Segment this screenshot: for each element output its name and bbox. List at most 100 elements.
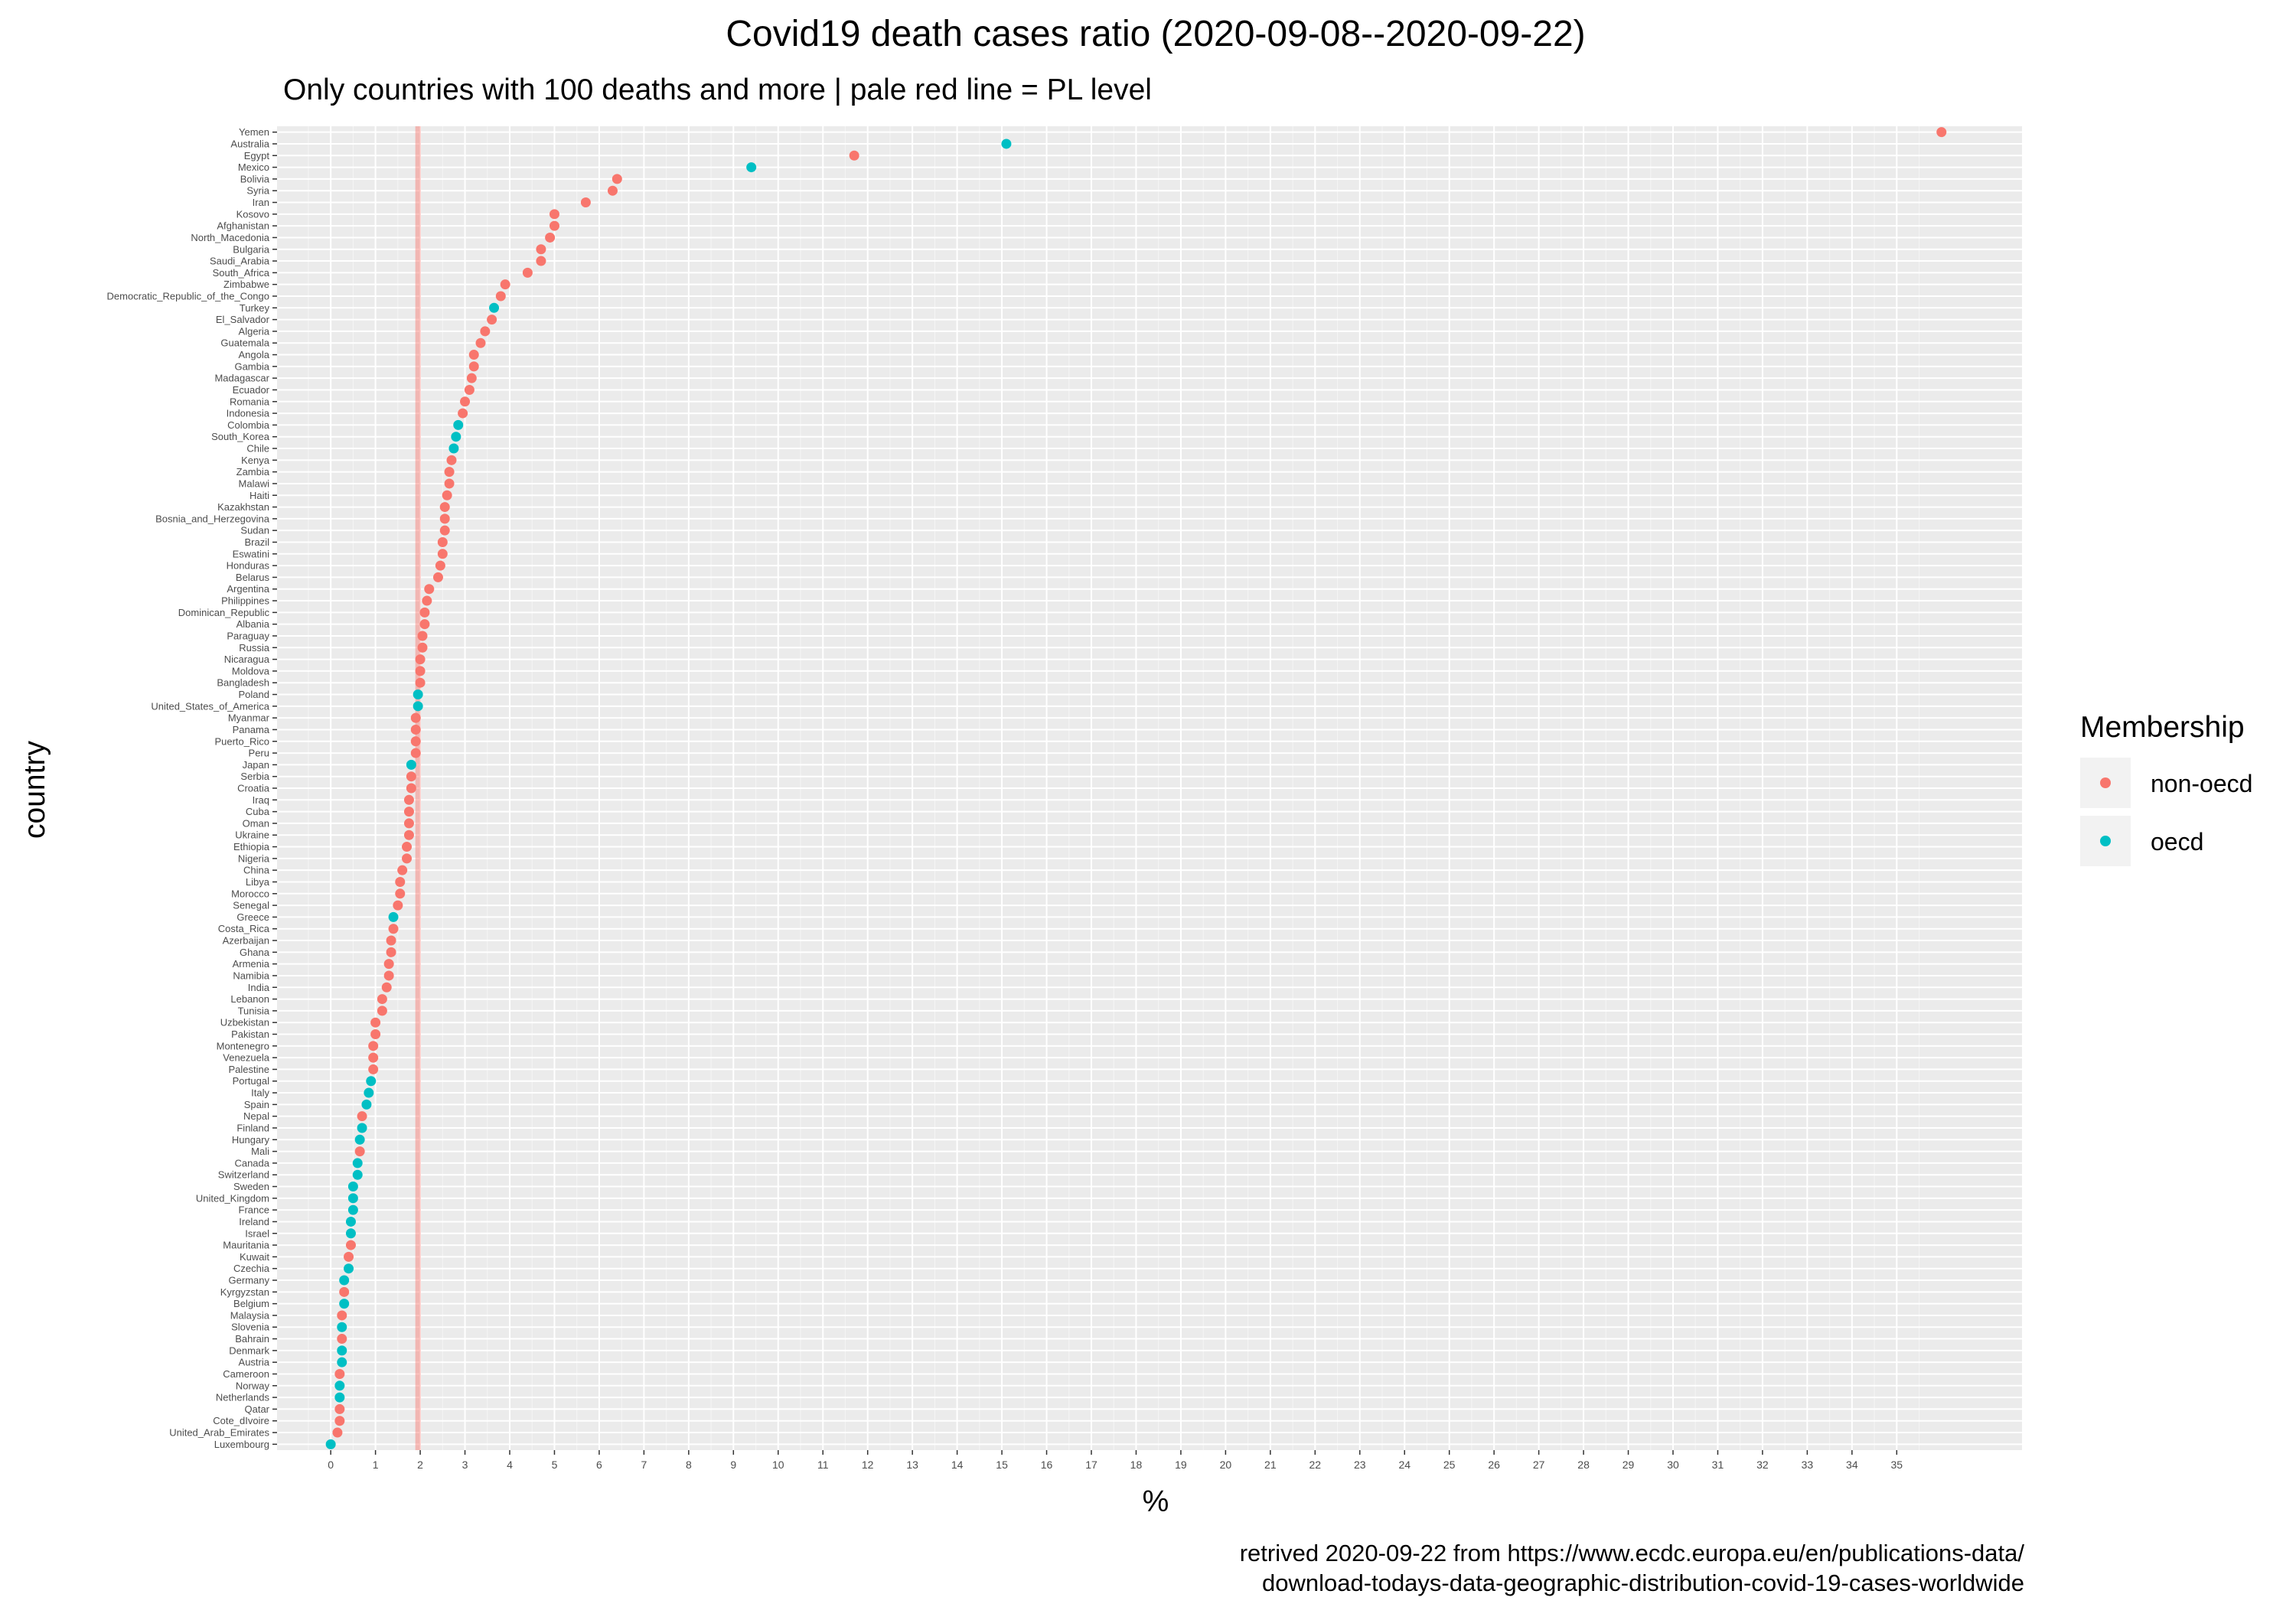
y-tick-label: El_Salvador (216, 314, 270, 325)
data-point (444, 467, 455, 478)
x-tick-label: 14 (951, 1459, 964, 1471)
y-tick-label: Lebanon (230, 993, 269, 1005)
data-point (522, 267, 533, 278)
y-tick-label: France (239, 1204, 269, 1216)
y-tick-label: Sudan (240, 525, 269, 536)
data-point (466, 373, 477, 383)
y-tick-label: Guatemala (220, 337, 269, 349)
data-point (464, 384, 475, 395)
data-point (487, 315, 497, 325)
y-tick-label: Haiti (249, 490, 269, 501)
data-point (1936, 127, 1947, 138)
data-point (475, 337, 486, 348)
data-point (435, 560, 445, 571)
y-tick-label: United_States_of_America (151, 700, 269, 712)
y-tick-label: Tunisia (238, 1005, 270, 1016)
data-point (334, 1380, 345, 1391)
y-tick-label: Cuba (246, 806, 270, 817)
y-tick-label: Montenegro (217, 1040, 269, 1051)
x-tick-label: 34 (1846, 1459, 1858, 1471)
x-axis-ticks: 0 1 2 3 4 5 6 7 8 9 10 11 12 13 14 15 16 17 18 19 20 21 22 23 24… (328, 1450, 1903, 1471)
y-tick-label: Cote_dIvoire (213, 1415, 269, 1426)
data-point (406, 771, 416, 782)
y-tick-label: Romania (230, 396, 270, 407)
y-tick-label: Indonesia (227, 408, 270, 419)
y-tick-label: Chile (246, 443, 269, 455)
y-tick-label: Honduras (227, 560, 270, 572)
data-point (458, 408, 468, 419)
data-point (480, 326, 491, 337)
data-point (345, 1216, 356, 1227)
legend: Membership non-oecd oecd (2080, 711, 2252, 866)
x-tick-label: 0 (328, 1459, 334, 1471)
y-tick-label: Peru (249, 748, 269, 759)
data-point (580, 197, 591, 208)
legend-marker-non-oecd (2100, 777, 2111, 788)
legend-label-non-oecd: non-oecd (2151, 770, 2252, 797)
data-point (402, 842, 413, 852)
data-point (439, 513, 450, 524)
y-tick-label: Kuwait (240, 1251, 269, 1263)
data-point (339, 1286, 350, 1297)
data-point (536, 244, 546, 255)
y-tick-label: Nigeria (238, 852, 270, 864)
y-tick-label: Costa_Rica (218, 923, 270, 934)
data-point (370, 1029, 381, 1040)
y-tick-label: Japan (243, 759, 269, 771)
y-tick-label: Yemen (239, 126, 269, 138)
data-point (339, 1275, 350, 1286)
y-tick-label: Venezuela (223, 1052, 269, 1064)
y-tick-label: Sweden (233, 1181, 269, 1192)
y-tick-label: Brazil (244, 536, 269, 548)
y-tick-label: Bahrain (235, 1333, 269, 1345)
y-tick-label: Italy (251, 1087, 269, 1099)
x-tick-label: 5 (552, 1459, 558, 1471)
y-tick-label: Colombia (227, 419, 270, 431)
x-tick-label: 28 (1577, 1459, 1590, 1471)
y-tick-label: Greece (236, 911, 269, 923)
x-tick-label: 15 (996, 1459, 1008, 1471)
y-tick-label: Luxembourg (214, 1439, 269, 1450)
data-point (383, 959, 394, 970)
data-point (419, 607, 430, 618)
y-tick-label: Nepal (243, 1110, 269, 1122)
x-tick-label: 17 (1085, 1459, 1097, 1471)
x-tick-label: 10 (772, 1459, 784, 1471)
x-tick-label: 33 (1802, 1459, 1814, 1471)
data-point (377, 1006, 387, 1016)
y-tick-label: Paraguay (227, 630, 269, 641)
y-tick-label: Belgium (233, 1298, 269, 1309)
y-tick-label: Democratic_Republic_of_the_Congo (107, 290, 269, 302)
y-axis-ticks: YemenAustraliaEgyptMexicoBoliviaSyriaIra… (107, 126, 277, 1450)
y-tick-label: Bulgaria (233, 243, 269, 255)
data-point (439, 525, 450, 536)
data-point (415, 654, 426, 665)
data-point (549, 220, 559, 231)
data-point (410, 724, 421, 735)
y-tick-label: Ukraine (235, 830, 269, 841)
y-tick-label: Philippines (221, 595, 269, 607)
y-tick-label: Namibia (233, 970, 269, 981)
x-tick-label: 7 (641, 1459, 647, 1471)
data-point (495, 291, 506, 302)
x-tick-label: 20 (1220, 1459, 1232, 1471)
data-point (388, 911, 399, 922)
data-point (381, 982, 392, 993)
data-point (415, 677, 426, 688)
x-tick-label: 29 (1623, 1459, 1635, 1471)
chart-subtitle: Only countries with 100 deaths and more … (283, 73, 1152, 106)
y-tick-label: Egypt (244, 150, 270, 161)
data-point (417, 631, 428, 641)
data-point (448, 443, 459, 454)
data-point (368, 1041, 379, 1051)
data-point (849, 150, 859, 161)
y-tick-label: United_Arab_Emirates (169, 1427, 269, 1439)
y-tick-label: Eswatini (233, 548, 270, 559)
data-point (410, 712, 421, 723)
y-tick-label: Qatar (244, 1403, 269, 1415)
y-tick-label: Puerto_Rico (214, 735, 269, 747)
data-point (453, 419, 464, 430)
data-point (1001, 139, 1012, 149)
y-tick-label: Argentina (227, 583, 269, 595)
